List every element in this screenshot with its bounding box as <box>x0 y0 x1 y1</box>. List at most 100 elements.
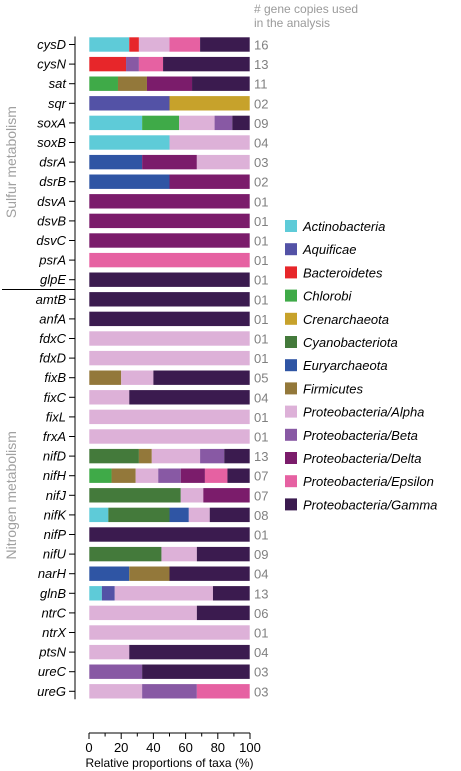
bar-segment <box>89 448 139 464</box>
legend-item: Proteobacteria/Gamma <box>285 497 437 512</box>
legend-swatch <box>285 498 297 511</box>
count-label: 02 <box>254 175 268 190</box>
gene-label: glpE <box>40 272 66 287</box>
bar-outline <box>88 663 251 680</box>
bar-segment <box>89 566 130 582</box>
x-tick-label: 40 <box>146 740 160 755</box>
gene-label: ureC <box>38 664 67 679</box>
bar-outline <box>88 311 251 327</box>
bar-segment <box>89 644 130 660</box>
bar-row-cysD <box>88 36 251 53</box>
gene-label: ureG <box>37 684 66 699</box>
bar-segment <box>212 585 250 601</box>
count-label: 09 <box>254 547 268 562</box>
bar-segment <box>138 56 164 72</box>
bar-row-soxB <box>88 134 251 151</box>
bar-segment <box>169 566 250 582</box>
legend-item: Firmicutes <box>285 381 363 396</box>
bar-segment <box>121 370 154 386</box>
bar-segment <box>227 468 250 484</box>
bar-segment <box>89 135 170 150</box>
count-header-line: in the analysis <box>254 16 330 30</box>
bars <box>88 36 251 700</box>
bar-segment <box>89 272 250 288</box>
bar-row-frxA <box>88 428 251 445</box>
count-label: 16 <box>254 38 268 53</box>
gene-label: ptsN <box>38 645 66 660</box>
bar-outline <box>88 624 251 641</box>
count-label: 01 <box>254 214 268 229</box>
bar-row-dsrA <box>88 154 251 170</box>
gene-label: dsrB <box>39 174 66 189</box>
legend-item: Cyanobacteriota <box>285 335 398 350</box>
legend-item: Bacteroidetes <box>285 265 383 280</box>
gene-label: nifP <box>44 527 67 542</box>
count-header-line: # gene copies used <box>254 2 358 16</box>
count-label: 13 <box>254 57 268 72</box>
bar-outline <box>88 56 251 72</box>
bar-segment <box>135 468 159 484</box>
bar-segment <box>129 37 139 52</box>
count-label: 13 <box>254 586 268 601</box>
bar-segment <box>89 585 102 601</box>
legend-label: Crenarchaeota <box>303 312 389 327</box>
gene-label: soxA <box>37 115 66 130</box>
count-label: 01 <box>254 430 268 445</box>
gene-label: nifJ <box>46 488 67 503</box>
bar-segment <box>89 37 130 52</box>
bar-segment <box>89 429 250 444</box>
legend-label: Euryarchaeota <box>303 358 388 373</box>
gene-label: dsvC <box>36 233 66 248</box>
count-label: 04 <box>254 136 268 151</box>
bar-outline <box>88 565 251 582</box>
bar-outline <box>88 232 251 249</box>
bar-row-sat <box>88 75 251 92</box>
legend-label: Proteobacteria/Gamma <box>303 497 437 512</box>
bar-segment <box>188 507 210 523</box>
bar-segment <box>180 468 205 484</box>
bar-segment <box>169 507 189 523</box>
legend-label: Aquificae <box>302 242 356 257</box>
gene-labels: cysD cysN sat sqr soxA soxB dsrA dsrB dsvA dsvB ds… <box>36 36 76 700</box>
bar-outline <box>88 409 251 425</box>
legend-item: Aquificae <box>285 242 356 257</box>
bar-segment <box>203 487 250 503</box>
gene-label: fdxD <box>39 351 66 366</box>
gene-label: fdxC <box>39 331 66 346</box>
count-label: 02 <box>254 96 268 111</box>
bar-outline <box>88 95 251 112</box>
bar-outline <box>88 291 251 308</box>
gene-label: nifH <box>43 468 67 483</box>
gene-label: frxA <box>43 429 66 444</box>
bar-segment <box>196 154 250 170</box>
bar-outline <box>88 487 251 504</box>
legend-item: Chlorobi <box>285 289 353 304</box>
legend-label: Firmicutes <box>303 381 363 396</box>
bar-segment <box>89 487 181 503</box>
legend-label: Proteobacteria/Delta <box>303 451 422 466</box>
bar-row-amtB <box>88 291 251 308</box>
bar-segment <box>89 664 143 680</box>
bar-segment <box>89 409 250 425</box>
bar-segment <box>89 291 250 307</box>
gene-label: dsvB <box>37 213 66 228</box>
legend-item: Actinobacteria <box>285 219 385 234</box>
gene-label: nifD <box>43 449 66 464</box>
bar-outline <box>88 428 251 445</box>
bar-row-nifU <box>88 546 251 562</box>
bar-outline <box>88 36 251 53</box>
count-label: 01 <box>254 194 268 209</box>
gene-label: ntrC <box>41 605 66 620</box>
bar-row-fixC <box>88 389 251 406</box>
bar-row-soxA <box>88 115 251 131</box>
bar-row-ptsN <box>88 644 251 660</box>
legend-label: Proteobacteria/Alpha <box>303 405 424 420</box>
bar-segment <box>142 664 250 680</box>
bar-outline <box>88 330 251 347</box>
bar-segment <box>142 683 197 699</box>
x-axis-title: Relative proportions of taxa (%) <box>85 756 253 770</box>
bar-segment <box>89 625 250 640</box>
